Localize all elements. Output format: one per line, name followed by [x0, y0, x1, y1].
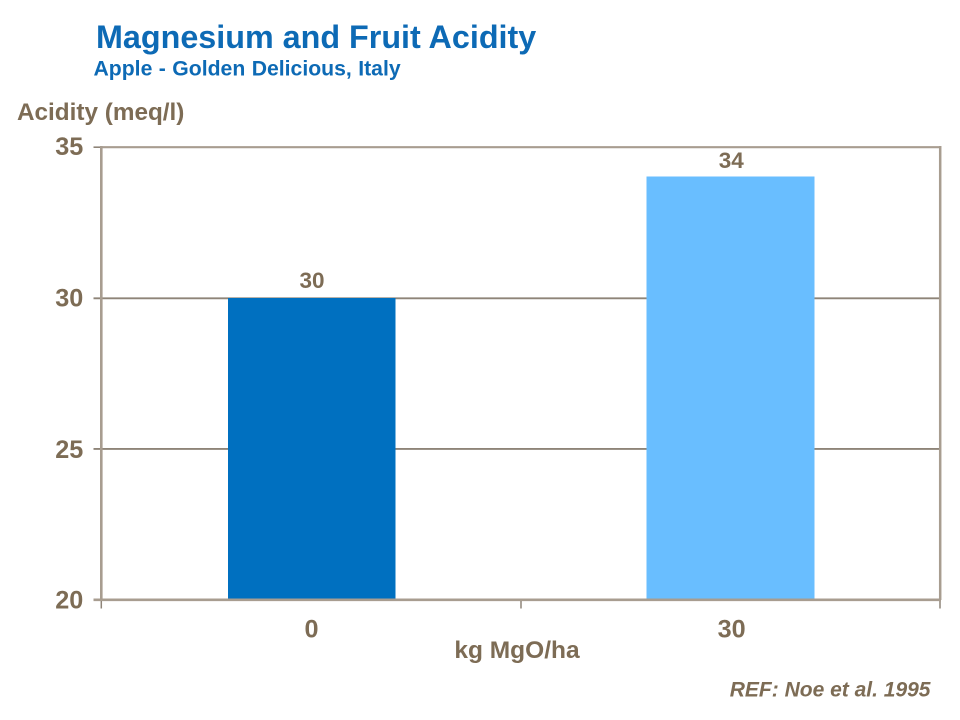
svg-text:34: 34: [719, 148, 745, 173]
svg-text:Acidity (meq/l): Acidity (meq/l): [17, 99, 184, 126]
svg-text:kg MgO/ha: kg MgO/ha: [454, 637, 580, 664]
svg-text:35: 35: [55, 133, 83, 161]
svg-text:30: 30: [718, 616, 746, 644]
svg-text:30: 30: [299, 268, 324, 293]
svg-text:Magnesium and Fruit Acidity: Magnesium and Fruit Acidity: [96, 19, 536, 55]
svg-text:20: 20: [55, 587, 83, 615]
svg-text:0: 0: [304, 616, 318, 644]
svg-text:25: 25: [55, 436, 83, 464]
svg-text:REF: Noe et al. 1995: REF: Noe et al. 1995: [730, 679, 931, 702]
svg-text:30: 30: [55, 285, 83, 313]
svg-text:Apple - Golden Delicious, Ital: Apple - Golden Delicious, Italy: [94, 57, 401, 80]
